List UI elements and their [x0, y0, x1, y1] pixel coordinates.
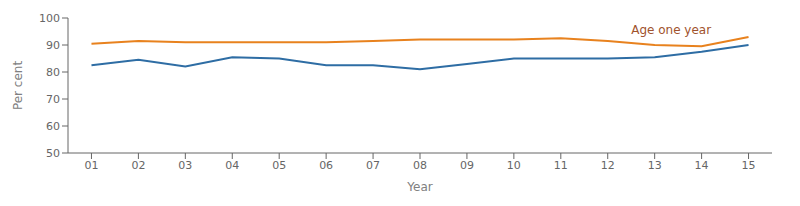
svg-text:Year: Year [406, 180, 432, 194]
svg-text:14: 14 [695, 159, 709, 172]
svg-text:01: 01 [84, 159, 98, 172]
svg-text:06: 06 [319, 159, 333, 172]
svg-text:11: 11 [554, 159, 568, 172]
svg-text:15: 15 [742, 159, 756, 172]
svg-text:70: 70 [46, 93, 60, 106]
svg-text:10: 10 [507, 159, 521, 172]
svg-text:50: 50 [46, 147, 60, 160]
svg-text:07: 07 [366, 159, 380, 172]
svg-text:100: 100 [39, 12, 60, 25]
svg-text:80: 80 [46, 66, 60, 79]
svg-text:08: 08 [413, 159, 427, 172]
svg-text:13: 13 [648, 159, 662, 172]
svg-text:90: 90 [46, 39, 60, 52]
svg-text:Age one year: Age one year [631, 23, 711, 37]
svg-text:12: 12 [601, 159, 615, 172]
svg-text:03: 03 [178, 159, 192, 172]
svg-text:60: 60 [46, 120, 60, 133]
svg-text:02: 02 [131, 159, 145, 172]
svg-text:09: 09 [460, 159, 474, 172]
svg-text:04: 04 [225, 159, 239, 172]
svg-text:Per cent: Per cent [11, 61, 25, 111]
svg-text:05: 05 [272, 159, 286, 172]
